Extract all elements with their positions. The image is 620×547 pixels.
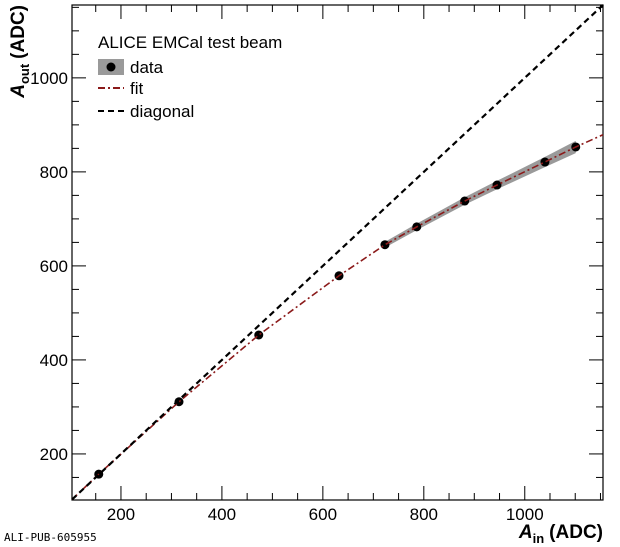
x-label-symbol: A: [518, 522, 533, 543]
x-tick-label: 400: [208, 505, 236, 524]
y-label-sub: out: [17, 63, 32, 84]
uncertainty-band: [384, 140, 576, 248]
y-tick-label: 1000: [30, 69, 68, 88]
x-label-unit: (ADC): [549, 522, 603, 543]
y-tick-label: 800: [40, 163, 68, 182]
x-tick-label: 1000: [506, 505, 544, 524]
data-point: [380, 240, 390, 250]
x-axis-label: Ain (ADC): [518, 522, 603, 546]
y-label-symbol: A: [8, 84, 29, 99]
x-label-sub: in: [533, 531, 545, 546]
legend-label: fit: [130, 79, 144, 98]
line: [71, 4, 604, 501]
legend-marker: [106, 62, 116, 72]
legend-title: ALICE EMCal test beam: [98, 33, 282, 52]
y-tick-label: 600: [40, 257, 68, 276]
legend-label: diagonal: [130, 102, 194, 121]
y-label-unit: (ADC): [8, 5, 29, 59]
y-axis-label: Aout (ADC): [8, 5, 32, 99]
plot-frame: [71, 4, 604, 501]
data-point: [540, 157, 550, 167]
x-tick-label: 800: [410, 505, 438, 524]
x-tick-label: 200: [107, 505, 135, 524]
line: [71, 134, 604, 501]
y-tick-label: 400: [40, 351, 68, 370]
legend-label: data: [130, 58, 164, 77]
y-tick-label: 200: [40, 445, 68, 464]
watermark: ALI-PUB-605955: [4, 531, 97, 544]
x-tick-label: 600: [309, 505, 337, 524]
